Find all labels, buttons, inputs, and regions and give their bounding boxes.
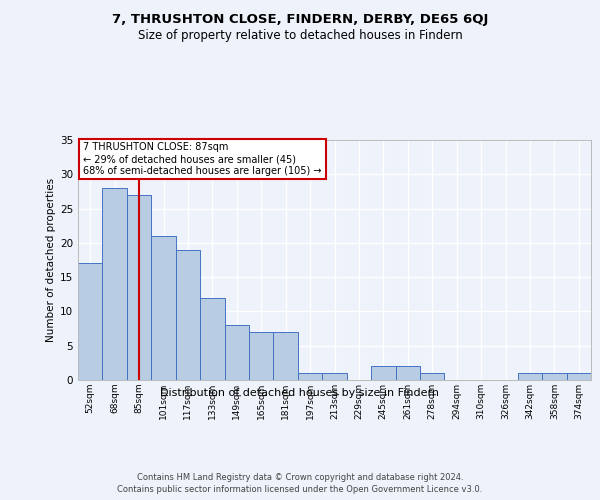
Bar: [518, 373, 542, 380]
Bar: [151, 236, 176, 380]
Bar: [371, 366, 395, 380]
Bar: [78, 264, 103, 380]
Bar: [322, 373, 347, 380]
Text: Contains HM Land Registry data © Crown copyright and database right 2024.: Contains HM Land Registry data © Crown c…: [137, 472, 463, 482]
Bar: [176, 250, 200, 380]
Text: Contains public sector information licensed under the Open Government Licence v3: Contains public sector information licen…: [118, 485, 482, 494]
Bar: [566, 373, 591, 380]
Text: 7, THRUSHTON CLOSE, FINDERN, DERBY, DE65 6QJ: 7, THRUSHTON CLOSE, FINDERN, DERBY, DE65…: [112, 12, 488, 26]
Text: Size of property relative to detached houses in Findern: Size of property relative to detached ho…: [137, 29, 463, 42]
Bar: [274, 332, 298, 380]
Text: Distribution of detached houses by size in Findern: Distribution of detached houses by size …: [161, 388, 439, 398]
Bar: [298, 373, 322, 380]
Bar: [420, 373, 445, 380]
Bar: [200, 298, 224, 380]
Y-axis label: Number of detached properties: Number of detached properties: [46, 178, 56, 342]
Bar: [395, 366, 420, 380]
Bar: [542, 373, 566, 380]
Bar: [103, 188, 127, 380]
Text: 7 THRUSHTON CLOSE: 87sqm
← 29% of detached houses are smaller (45)
68% of semi-d: 7 THRUSHTON CLOSE: 87sqm ← 29% of detach…: [83, 142, 322, 176]
Bar: [224, 325, 249, 380]
Bar: [249, 332, 274, 380]
Bar: [127, 195, 151, 380]
